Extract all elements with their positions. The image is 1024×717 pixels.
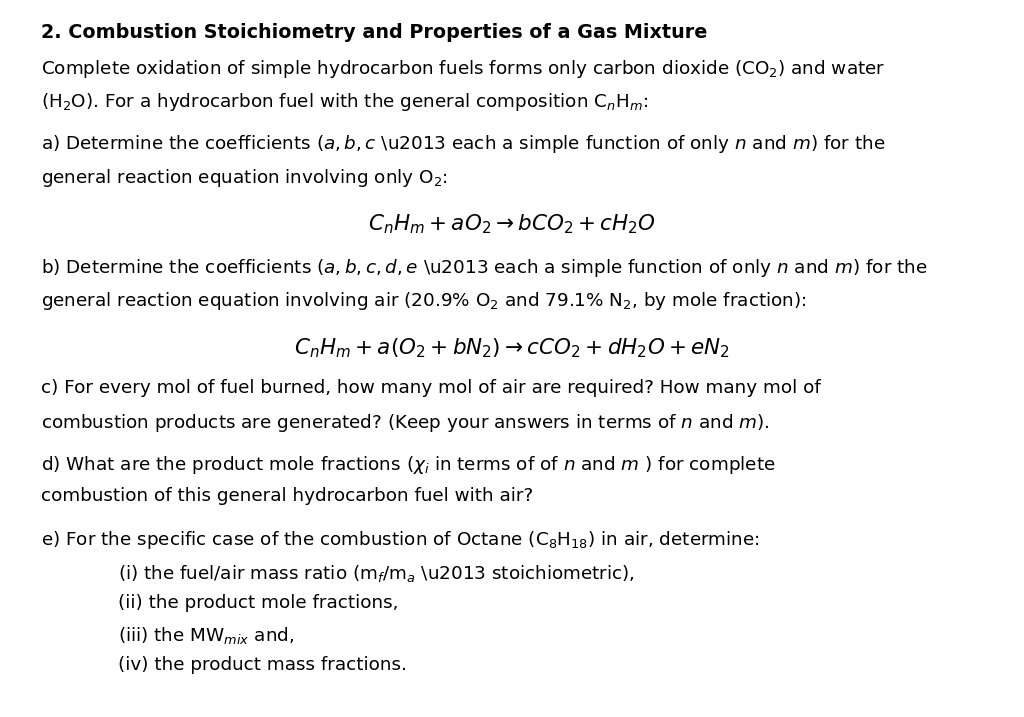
Text: a) Determine the coefficients ($a, b, c$ \u2013 each a simple function of only $: a) Determine the coefficients ($a, b, c$… [41,133,886,155]
Text: (H$_2$O). For a hydrocarbon fuel with the general composition C$_n$H$_m$:: (H$_2$O). For a hydrocarbon fuel with th… [41,91,648,113]
Text: (ii) the product mole fractions,: (ii) the product mole fractions, [118,594,398,612]
Text: general reaction equation involving air (20.9% O$_2$ and 79.1% N$_2$, by mole fr: general reaction equation involving air … [41,290,807,313]
Text: e) For the specific case of the combustion of Octane (C$_8$H$_{18}$) in air, det: e) For the specific case of the combusti… [41,529,760,551]
Text: (iv) the product mass fractions.: (iv) the product mass fractions. [118,656,407,674]
Text: b) Determine the coefficients ($a, b, c, d, e$ \u2013 each a simple function of : b) Determine the coefficients ($a, b, c,… [41,257,928,279]
Text: $C_nH_m + aO_2 \rightarrow bCO_2 + cH_2O$: $C_nH_m + aO_2 \rightarrow bCO_2 + cH_2O… [368,212,656,236]
Text: $C_nH_m + a(O_2 + bN_2) \rightarrow cCO_2 + dH_2O + eN_2$: $C_nH_m + a(O_2 + bN_2) \rightarrow cCO_… [294,336,730,360]
Text: (iii) the MW$_{mix}$ and,: (iii) the MW$_{mix}$ and, [118,625,294,646]
Text: d) What are the product mole fractions ($\chi_i$ in terms of of $n$ and $m$ ) fo: d) What are the product mole fractions (… [41,454,775,476]
Text: general reaction equation involving only O$_2$:: general reaction equation involving only… [41,166,447,189]
Text: combustion of this general hydrocarbon fuel with air?: combustion of this general hydrocarbon f… [41,488,534,505]
Text: (i) the fuel/air mass ratio (m$_f$/m$_a$ \u2013 stoichiometric),: (i) the fuel/air mass ratio (m$_f$/m$_a$… [118,563,635,584]
Text: c) For every mol of fuel burned, how many mol of air are required? How many mol : c) For every mol of fuel burned, how man… [41,379,820,397]
Text: 2. Combustion Stoichiometry and Properties of a Gas Mixture: 2. Combustion Stoichiometry and Properti… [41,23,708,42]
Text: combustion products are generated? (Keep your answers in terms of $n$ and $m$).: combustion products are generated? (Keep… [41,412,770,434]
Text: Complete oxidation of simple hydrocarbon fuels forms only carbon dioxide (CO$_2$: Complete oxidation of simple hydrocarbon… [41,58,886,80]
